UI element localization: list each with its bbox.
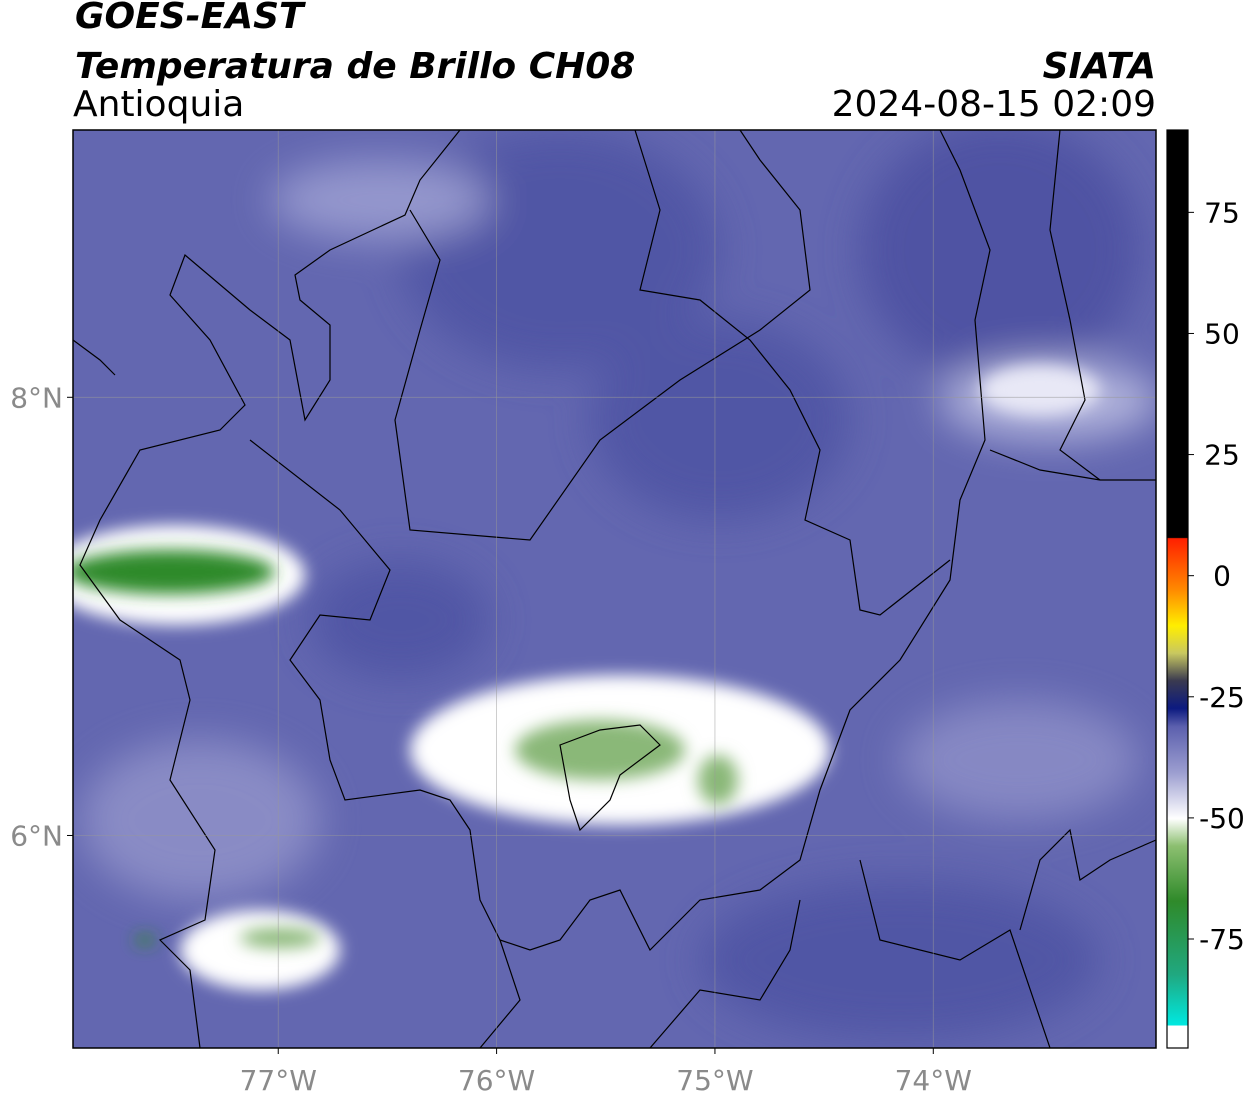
title: GOES-EAST	[75, 0, 306, 37]
colorbar	[1166, 129, 1189, 1049]
region: Antioquia	[73, 84, 244, 125]
datetime: 2024-08-15 02:09	[832, 84, 1156, 125]
colorbar-tick-label: -75	[1199, 923, 1245, 956]
subtitle: Temperatura de Brillo CH08	[75, 46, 635, 87]
colorbar-tick-label: 0	[1213, 560, 1231, 593]
colorbar-tick-label: -50	[1199, 802, 1245, 835]
borders	[73, 130, 1156, 1048]
x-tick-label: 74°W	[895, 1064, 972, 1097]
colorbar-tick-label: -25	[1199, 681, 1245, 714]
source: SIATA	[1043, 46, 1156, 87]
colorbar-tick-label: 75	[1204, 196, 1240, 229]
colorbar-tick-label: 25	[1204, 439, 1240, 472]
y-tick-label: 6°N	[10, 819, 63, 852]
map-frame	[72, 129, 1157, 1049]
x-tick-label: 76°W	[458, 1064, 535, 1097]
x-tick-label: 77°W	[240, 1064, 317, 1097]
colorbar-tick-label: 50	[1204, 317, 1240, 350]
y-tick-label: 8°N	[10, 381, 63, 414]
x-tick-label: 75°W	[676, 1064, 753, 1097]
map-image	[73, 130, 1156, 1048]
